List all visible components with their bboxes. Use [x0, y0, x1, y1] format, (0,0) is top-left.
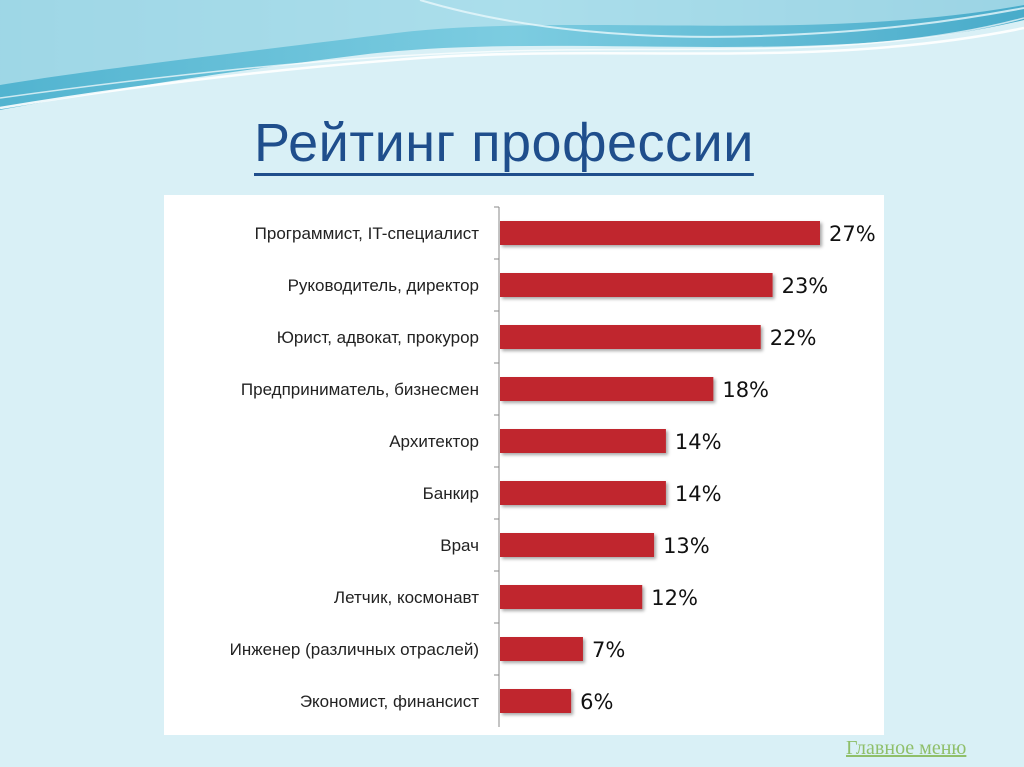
slide-title: Рейтинг профессии [254, 113, 754, 173]
value-label: 14% [675, 482, 722, 506]
bar [500, 585, 643, 609]
value-label: 7% [592, 638, 625, 662]
category-label: Предприниматель, бизнесмен [241, 380, 479, 399]
bar [500, 325, 761, 349]
bar [500, 481, 666, 505]
category-label: Инженер (различных отраслей) [230, 640, 479, 659]
value-label: 23% [782, 274, 829, 298]
bar [500, 273, 773, 297]
category-label: Банкир [423, 484, 479, 503]
value-label: 27% [829, 222, 876, 246]
category-label: Юрист, адвокат, прокурор [277, 328, 479, 347]
decorative-wave-header [0, 0, 1024, 110]
category-label: Летчик, космонавт [334, 588, 479, 607]
category-label: Архитектор [389, 432, 479, 451]
category-label: Врач [440, 536, 479, 555]
value-label: 6% [580, 690, 613, 714]
value-label: 18% [722, 378, 769, 402]
bar [500, 689, 572, 713]
value-label: 22% [770, 326, 817, 350]
bar [500, 533, 655, 557]
bar [500, 221, 820, 245]
category-label: Руководитель, директор [288, 276, 479, 295]
main-menu-link[interactable]: Главное меню [846, 737, 967, 759]
value-label: 13% [663, 534, 710, 558]
category-label: Экономист, финансист [300, 692, 479, 711]
category-label: Программист, IT-специалист [255, 224, 480, 243]
value-label: 12% [651, 586, 698, 610]
value-label: 14% [675, 430, 722, 454]
chart-panel: Программист, IT-специалист 27% Руководител… [164, 195, 884, 735]
bar [500, 377, 714, 401]
bar-chart: Программист, IT-специалист 27% Руководител… [230, 206, 876, 727]
bar [500, 429, 666, 453]
bar [500, 637, 583, 661]
